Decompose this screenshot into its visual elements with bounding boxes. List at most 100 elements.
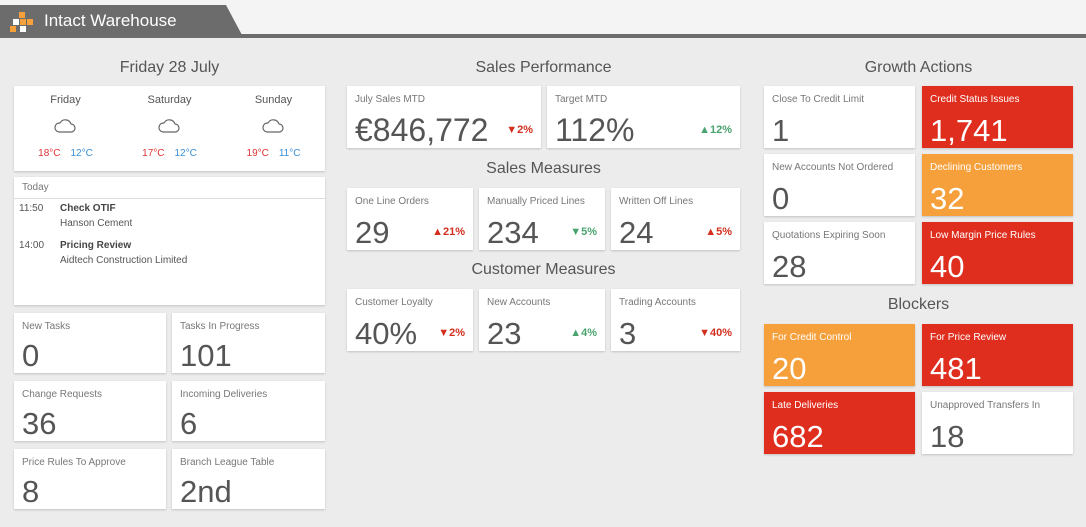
tile-new-accounts-not-ordered[interactable]: New Accounts Not Ordered 0 <box>764 154 915 216</box>
tile-label: July Sales MTD <box>355 94 426 105</box>
tile-price-rules-to-approve[interactable]: Price Rules To Approve 8 <box>14 449 166 509</box>
tile-new-tasks[interactable]: New Tasks 0 <box>14 313 166 373</box>
tile-value: 24 <box>619 215 654 250</box>
trend-up-icon: ▲4% <box>570 327 597 339</box>
tile-label: New Accounts <box>487 297 551 308</box>
cloud-icon <box>54 119 76 133</box>
tile-label: Close To Credit Limit <box>772 94 865 105</box>
tile-value: 3 <box>619 316 637 351</box>
tile-value: 6 <box>180 406 198 441</box>
event-subtitle: Aidtech Construction Limited <box>60 255 188 266</box>
weather-day: Friday 18°C 12°C <box>14 86 117 171</box>
tile-new-accounts[interactable]: New Accounts 23 ▲4% <box>479 289 605 351</box>
tile-value: 28 <box>772 249 807 284</box>
tile-for-credit-control[interactable]: For Credit Control 20 <box>764 324 915 386</box>
tile-credit-status-issues[interactable]: Credit Status Issues 1,741 <box>922 86 1073 148</box>
tile-value: 0 <box>22 338 40 373</box>
trend-down-icon: ▼2% <box>438 327 465 339</box>
tile-label: Declining Customers <box>930 162 1023 173</box>
tile-label: Unapproved Transfers In <box>930 400 1041 411</box>
tile-value: 1,741 <box>930 113 1008 148</box>
temp-high: 18°C <box>38 148 61 159</box>
trend-up-icon: ▲5% <box>705 226 732 238</box>
tile-target-mtd[interactable]: Target MTD 112% ▲12% <box>547 86 740 148</box>
tile-quotations-expiring-soon[interactable]: Quotations Expiring Soon 28 <box>764 222 915 284</box>
weather-day-name: Saturday <box>147 94 192 106</box>
tile-label: Trading Accounts <box>619 297 696 308</box>
tile-value: 0 <box>772 181 790 216</box>
sales-measures-heading: Sales Measures <box>486 160 601 177</box>
tile-written-off-lines[interactable]: Written Off Lines 24 ▲5% <box>611 188 740 250</box>
weather-day: Sunday 19°C 11°C <box>222 86 325 171</box>
tile-customer-loyalty[interactable]: Customer Loyalty 40% ▼2% <box>347 289 473 351</box>
tile-value: 29 <box>355 215 390 250</box>
logo-icon <box>10 12 33 32</box>
tile-tasks-in-progress[interactable]: Tasks In Progress 101 <box>172 313 325 373</box>
tile-label: New Tasks <box>22 321 71 332</box>
trend-up-icon: ▲21% <box>432 226 465 238</box>
tile-unapproved-transfers-in[interactable]: Unapproved Transfers In 18 <box>922 392 1073 454</box>
cloud-icon <box>262 119 284 133</box>
weather-temps: 18°C 12°C <box>14 148 117 159</box>
tile-label: Low Margin Price Rules <box>930 230 1036 241</box>
tile-late-deliveries[interactable]: Late Deliveries 682 <box>764 392 915 454</box>
tile-label: Quotations Expiring Soon <box>772 230 886 241</box>
tile-label: Branch League Table <box>180 457 275 468</box>
tile-declining-customers[interactable]: Declining Customers 32 <box>922 154 1073 216</box>
trend-down-icon: ▼2% <box>506 124 533 136</box>
event-title: Pricing Review <box>60 240 132 251</box>
customer-measures-heading: Customer Measures <box>471 261 616 278</box>
weather-day-name: Friday <box>50 94 81 106</box>
tile-close-to-credit-limit[interactable]: Close To Credit Limit 1 <box>764 86 915 148</box>
tile-value: 2nd <box>180 474 232 509</box>
header-rule <box>0 34 1086 38</box>
event-title: Check OTIF <box>60 203 116 214</box>
trend-down-icon: ▼40% <box>699 327 732 339</box>
tile-value: 36 <box>22 406 57 441</box>
tile-value: €846,772 <box>355 112 489 148</box>
temp-low: 12°C <box>174 148 197 159</box>
temp-high: 19°C <box>246 148 269 159</box>
weather-card: Friday 18°C 12°C Saturday 17°C 12°C Sunday… <box>14 86 325 171</box>
tile-low-margin-price-rules[interactable]: Low Margin Price Rules 40 <box>922 222 1073 284</box>
tile-manually-priced-lines[interactable]: Manually Priced Lines 234 ▼5% <box>479 188 605 250</box>
blockers-heading: Blockers <box>887 296 950 313</box>
temp-high: 17°C <box>142 148 165 159</box>
tile-value: 682 <box>772 419 824 454</box>
tile-label: For Price Review <box>930 332 1007 343</box>
tile-label: Written Off Lines <box>619 196 694 207</box>
tile-one-line-orders[interactable]: One Line Orders 29 ▲21% <box>347 188 473 250</box>
tile-value: 32 <box>930 181 965 216</box>
agenda-card: Today 11:50 Check OTIF Hanson Cement 14:… <box>14 177 325 305</box>
tile-for-price-review[interactable]: For Price Review 481 <box>922 324 1073 386</box>
cloud-icon <box>158 119 180 133</box>
sales-performance-heading: Sales Performance <box>475 59 612 76</box>
app-title: Intact Warehouse <box>44 11 177 30</box>
tile-value: 40 <box>930 249 965 284</box>
event-time: 11:50 <box>19 203 44 214</box>
tile-label: One Line Orders <box>355 196 429 207</box>
tile-label: For Credit Control <box>772 332 852 343</box>
app-tab[interactable]: Intact Warehouse <box>0 5 242 35</box>
trend-up-icon: ▲12% <box>699 124 732 136</box>
weather-temps: 17°C 12°C <box>118 148 221 159</box>
tile-incoming-deliveries[interactable]: Incoming Deliveries 6 <box>172 381 325 441</box>
weather-temps: 19°C 11°C <box>222 148 325 159</box>
event-subtitle: Hanson Cement <box>60 218 133 229</box>
tile-label: New Accounts Not Ordered <box>772 162 894 173</box>
date-heading: Friday 28 July <box>119 59 220 76</box>
event-time: 14:00 <box>19 240 45 251</box>
agenda-heading: Today <box>22 182 49 193</box>
trend-down-icon: ▼5% <box>570 226 597 238</box>
tile-label: Customer Loyalty <box>355 297 433 308</box>
tile-value: 481 <box>930 351 982 386</box>
weather-day: Saturday 17°C 12°C <box>118 86 221 171</box>
tile-branch-league-table[interactable]: Branch League Table 2nd <box>172 449 325 509</box>
tile-value: 23 <box>487 316 522 351</box>
tile-july-sales-mtd[interactable]: July Sales MTD €846,772 ▼2% <box>347 86 541 148</box>
tile-value: 1 <box>772 113 790 148</box>
tile-trading-accounts[interactable]: Trading Accounts 3 ▼40% <box>611 289 740 351</box>
tile-label: Credit Status Issues <box>930 94 1020 105</box>
tile-change-requests[interactable]: Change Requests 36 <box>14 381 166 441</box>
tile-label: Change Requests <box>22 389 103 400</box>
